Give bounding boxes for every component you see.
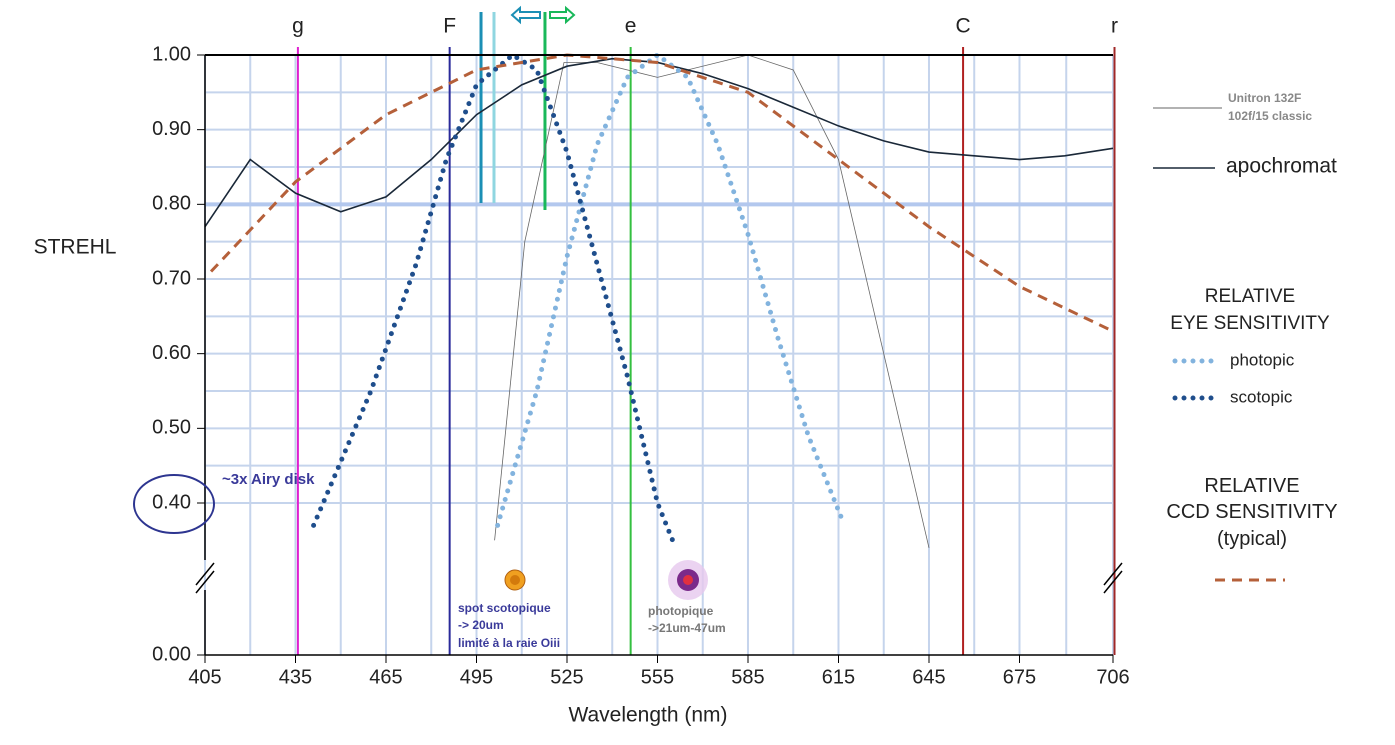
- axis-break: [195, 562, 215, 586]
- x-tick-label: 585: [731, 666, 764, 688]
- plot: [204, 12, 1116, 655]
- x-tick-label: 465: [369, 666, 402, 688]
- x-tick-label: 645: [912, 666, 945, 688]
- legend-label: scotopic: [1230, 387, 1293, 406]
- y-axis-label: STREHL: [34, 236, 117, 259]
- y-tick-label: 0.80: [152, 193, 191, 215]
- series-line: [494, 54, 930, 548]
- annotation: ~3x Airy disk: [222, 471, 315, 488]
- x-axis-label: Wavelength (nm): [568, 704, 727, 727]
- arrow-right: [549, 5, 576, 25]
- axis-break: [1103, 570, 1123, 594]
- reference-label: e: [625, 15, 637, 38]
- legend: apochromat photopic scotopic: [1153, 107, 1337, 582]
- arrow-left: [510, 5, 541, 25]
- annotation: spot scotopique -> 20um limité à la raie…: [458, 601, 561, 650]
- y-tick-label: 0.90: [152, 118, 191, 140]
- reference-label: F: [443, 15, 456, 38]
- spot-icon: [683, 575, 693, 585]
- series-line: [495, 51, 845, 528]
- y-tick-label: 0.60: [152, 342, 191, 364]
- x-tick-label: 615: [822, 666, 855, 688]
- legend-label: Unitron 132F 102f/15 classic: [1228, 91, 1313, 123]
- y-tick-label: 0.50: [152, 417, 191, 439]
- legend-label: RELATIVE CCD SENSITIVITY (typical): [1166, 475, 1338, 550]
- spot-icon: [510, 575, 520, 585]
- legend-label: apochromat: [1226, 155, 1337, 178]
- reference-label: g: [292, 15, 304, 38]
- x-tick-label: 706: [1096, 666, 1129, 688]
- highlight-circle: [133, 474, 215, 534]
- x-tick-label: 495: [460, 666, 493, 688]
- x-tick-label: 435: [279, 666, 312, 688]
- legend-label: photopic: [1230, 350, 1295, 369]
- x-tick-label: 405: [188, 666, 221, 688]
- y-tick-label: 0.00: [152, 643, 191, 665]
- y-tick-label: 1.00: [152, 43, 191, 65]
- axis-break: [1103, 562, 1123, 586]
- y-tick-label: 0.40: [152, 491, 191, 513]
- x-tick-label: 675: [1003, 666, 1036, 688]
- legend-group-title: RELATIVE EYE SENSITIVITY: [1170, 286, 1330, 334]
- reference-label: r: [1111, 15, 1118, 38]
- reference-label: C: [955, 15, 970, 38]
- series-line: [209, 53, 1114, 333]
- x-tick-label: 555: [641, 666, 674, 688]
- axis-break: [195, 570, 215, 594]
- x-tick-label: 525: [550, 666, 583, 688]
- annotation: photopique ->21um-47um: [648, 604, 726, 636]
- series-line: [311, 51, 676, 543]
- y-tick-label: 0.70: [152, 267, 191, 289]
- grid: [197, 54, 1114, 663]
